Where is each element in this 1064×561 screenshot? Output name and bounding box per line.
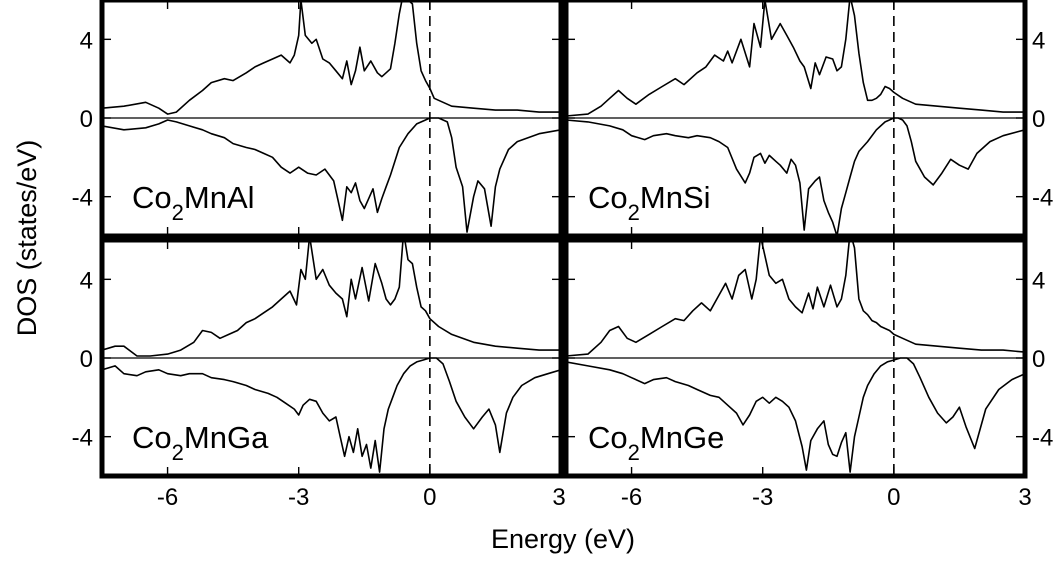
panel-4: Co2MnGe -4 0 4 -6 -3 0 3 — [563, 237, 1053, 511]
x-tick-label: 3 — [552, 484, 565, 511]
panel-frame — [563, 237, 1028, 479]
x-axis-title: Energy (eV) — [491, 524, 635, 554]
minority-spin-line — [566, 117, 1025, 236]
y-tick-label: 4 — [80, 27, 93, 54]
minority-spin-line — [102, 117, 561, 233]
panel-label-sub: 2 — [172, 200, 184, 225]
panel-label-rest: MnGa — [184, 420, 269, 455]
y-tick-label: 0 — [1032, 106, 1045, 133]
panel-2: Co2MnSi -4 0 4 — [563, 0, 1053, 239]
y-tick-label: 0 — [1032, 346, 1045, 373]
y-tick-label: 4 — [80, 267, 93, 294]
y-tick-label: 0 — [80, 106, 93, 133]
panel-1: Co2MnAl -4 0 4 — [72, 0, 564, 239]
minority-spin-line — [566, 357, 1025, 473]
panel-label: Co2MnAl — [132, 180, 255, 225]
y-tick-label: 4 — [1032, 27, 1045, 54]
x-tick-label: -3 — [752, 484, 773, 511]
panel-label: Co2MnGa — [132, 420, 269, 465]
x-tick-label: 3 — [1018, 484, 1031, 511]
y-tick-label: -4 — [72, 425, 93, 452]
y-tick-label: -4 — [1032, 185, 1053, 212]
panel-label: Co2MnSi — [588, 180, 711, 225]
panel-label-base: Co — [588, 420, 628, 455]
y-axis-title: DOS (states/eV) — [12, 140, 42, 337]
x-tick-label: -3 — [288, 484, 309, 511]
minority-spin-line — [102, 357, 561, 473]
y-tick-label: 0 — [80, 346, 93, 373]
panel-label-rest: MnSi — [640, 180, 711, 215]
panel-label-base: Co — [588, 180, 628, 215]
y-tick-label: -4 — [1032, 425, 1053, 452]
panel-label-base: Co — [132, 180, 172, 215]
panel-frame — [99, 0, 564, 239]
panel-frame — [99, 237, 564, 479]
panel-label-sub: 2 — [172, 440, 184, 465]
panel-3: Co2MnGa -4 0 4 -6 -3 0 3 — [72, 237, 566, 511]
panel-label-sub: 2 — [628, 200, 640, 225]
x-tick-label: 0 — [887, 484, 900, 511]
x-tick-label: 0 — [423, 484, 436, 511]
panel-label-rest: MnAl — [184, 180, 255, 215]
x-tick-label: -6 — [157, 484, 178, 511]
x-tick-label: -6 — [621, 484, 642, 511]
y-tick-label: 4 — [1032, 267, 1045, 294]
panel-label-sub: 2 — [628, 440, 640, 465]
panel-label-base: Co — [132, 420, 172, 455]
majority-spin-line — [102, 0, 561, 115]
panel-label: Co2MnGe — [588, 420, 724, 465]
y-tick-label: -4 — [72, 185, 93, 212]
panel-label-rest: MnGe — [640, 420, 724, 455]
majority-spin-line — [566, 0, 1025, 117]
panel-frame — [563, 0, 1028, 239]
majority-spin-line — [566, 240, 1025, 357]
majority-spin-line — [102, 240, 561, 357]
